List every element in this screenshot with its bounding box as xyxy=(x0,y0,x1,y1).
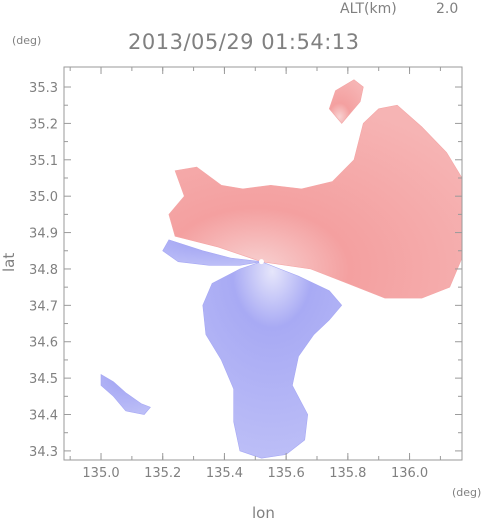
x-tick-label: 135.8 xyxy=(329,466,366,481)
y-tick-label: 35.2 xyxy=(29,117,58,132)
region-approaching-southwest-cluster xyxy=(100,373,151,415)
y-tick-label: 34.9 xyxy=(29,227,58,242)
y-tick-label: 35.0 xyxy=(29,190,58,205)
region-approaching-south xyxy=(202,261,343,459)
x-tick-label: 135.6 xyxy=(268,466,305,481)
altitude-label: ALT(km) xyxy=(340,1,397,17)
y-tick-label: 35.1 xyxy=(29,154,58,169)
altitude-value: 2.0 xyxy=(436,1,458,17)
region-approaching-west-strip xyxy=(162,239,262,266)
y-tick-label: 34.8 xyxy=(29,263,58,278)
region-receding-north xyxy=(168,104,463,299)
y-tick-label: 34.6 xyxy=(29,336,58,351)
axis-ticks: 135.0 135.2 135.4 135.6 135.8 136.0 34.3 34.4 34… xyxy=(29,67,462,481)
y-axis-label: lat xyxy=(0,253,18,272)
y-tick-label: 34.5 xyxy=(29,372,58,387)
y-unit-label: (deg) xyxy=(12,34,41,47)
velocity-field xyxy=(100,79,463,459)
chart-title: 2013/05/29 01:54:13 xyxy=(128,30,360,54)
y-tick-label: 34.3 xyxy=(29,445,58,460)
y-tick-label: 35.3 xyxy=(29,81,58,96)
x-unit-label: (deg) xyxy=(452,486,481,499)
x-axis-label: lon xyxy=(252,504,275,521)
region-receding-nw-cluster xyxy=(328,79,364,124)
y-tick-label: 34.4 xyxy=(29,409,58,424)
x-tick-label: 136.0 xyxy=(391,466,428,481)
x-tick-label: 135.0 xyxy=(82,466,119,481)
x-tick-label: 135.2 xyxy=(144,466,181,481)
x-tick-label: 135.4 xyxy=(206,466,243,481)
plot-frame xyxy=(63,66,463,461)
y-tick-label: 34.7 xyxy=(29,299,58,314)
radar-site-marker xyxy=(258,259,264,265)
